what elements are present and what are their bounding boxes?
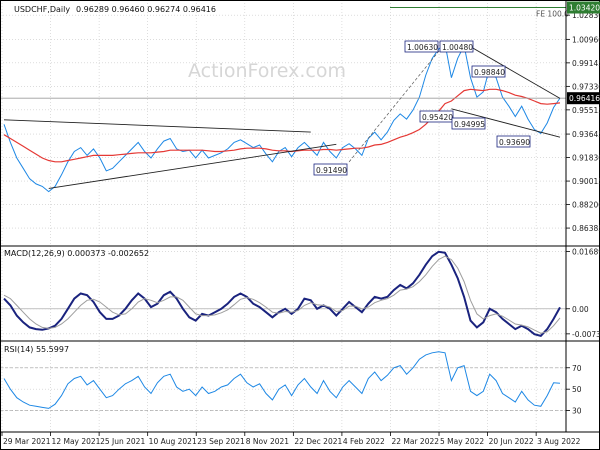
y-tick-label: 30: [572, 407, 582, 416]
level-annotation: 0.93690: [499, 138, 530, 147]
y-tick-label: 50: [572, 385, 582, 394]
y-tick-label: 1.02830: [572, 11, 600, 20]
trendline-upper-triangle: [3, 119, 311, 133]
x-tick-label: 5 May 2022: [440, 437, 484, 446]
grid: [0, 0, 566, 432]
y-tick-label: 1.00960: [572, 35, 600, 44]
price-tag: [567, 92, 600, 105]
price-panel: FE 100.0 1.00630 1.00480 0.98840 0.954200.94…: [0, 7, 569, 193]
top-level-tag: [567, 1, 600, 14]
series-ma: [3, 88, 561, 163]
x-tick-label: 22 Mar 2022: [391, 437, 439, 446]
y-tick-label: 0.86385: [572, 224, 600, 233]
x-tick-label: 20 Jun 2022: [489, 437, 534, 446]
series-price: [3, 42, 561, 193]
price-tag-text: 0.96416: [569, 94, 600, 103]
level-annotation: 0.98840: [474, 68, 505, 77]
x-tick-label: 4 Feb 2022: [343, 437, 385, 446]
y-tick-label: 70: [572, 364, 582, 373]
x-tick-label: 29 Mar 2021: [3, 437, 51, 446]
level-annotation-box: [496, 135, 531, 148]
y-tick-label: 0.90015: [572, 177, 600, 186]
rsi-title: RSI(14) 55.5997: [4, 345, 69, 354]
level-annotation-box: [439, 40, 474, 53]
y-tick-label: 0.00: [572, 305, 589, 314]
trendline-wedge-bottom: [451, 108, 561, 138]
y-tick-label: 0.99145: [572, 59, 600, 68]
y-tick-label: 0.97330: [572, 82, 600, 91]
trendline-wedge-top: [463, 42, 561, 99]
series-rsi: [3, 351, 561, 409]
level-annotation-box: [404, 40, 439, 53]
y-tick-label: 0.88200: [572, 201, 600, 210]
level-annotation: 0.91490: [316, 166, 347, 175]
projection-line: [348, 43, 446, 163]
x-tick-label: 12 May 2021: [52, 437, 101, 446]
level-annotation-box: [419, 110, 454, 123]
level-annotation-box: [313, 163, 348, 176]
y-tick-label: 0.93645: [572, 130, 600, 139]
x-tick-label: 25 Jun 2021: [100, 437, 145, 446]
level-annotation: 1.00630: [407, 43, 438, 52]
level-annotation-box: [451, 117, 486, 130]
x-tick-label: 8 Nov 2021: [246, 437, 289, 446]
ohlc-readout: 0.96289 0.96460 0.96274 0.96416: [76, 5, 216, 14]
y-tick-label: 0.016893: [572, 247, 600, 256]
fe-label: FE 100.0: [536, 10, 569, 19]
x-tick-label: 3 Aug 2022: [537, 437, 580, 446]
level-annotation: 1.00480: [442, 43, 473, 52]
watermark: ActionForex.com: [188, 60, 346, 82]
level-annotation: 0.95420: [422, 113, 453, 122]
rsi-panel: [3, 351, 561, 409]
y-tick-label: -0.007393: [572, 330, 600, 339]
level-annotation-box: [471, 65, 506, 78]
x-tick-label: 22 Dec 2021: [294, 437, 342, 446]
series-macd: [3, 250, 561, 338]
level-annotation: 0.94995: [454, 120, 485, 129]
y-tick-label: 0.91830: [572, 154, 600, 163]
macd-title: MACD(12,26,9) 0.000373 -0.002652: [4, 249, 149, 258]
macd-panel: [3, 250, 561, 338]
x-tick-label: 23 Sep 2021: [197, 437, 245, 446]
y-tick-label: 0.95515: [572, 106, 600, 115]
x-tick-label: 10 Aug 2021: [149, 437, 197, 446]
price-title: USDCHF,Daily: [14, 5, 70, 14]
series-signal: [3, 255, 561, 334]
top-level-tag-text: 1.03420: [569, 4, 600, 13]
trendline-lower-triangle: [48, 143, 337, 189]
